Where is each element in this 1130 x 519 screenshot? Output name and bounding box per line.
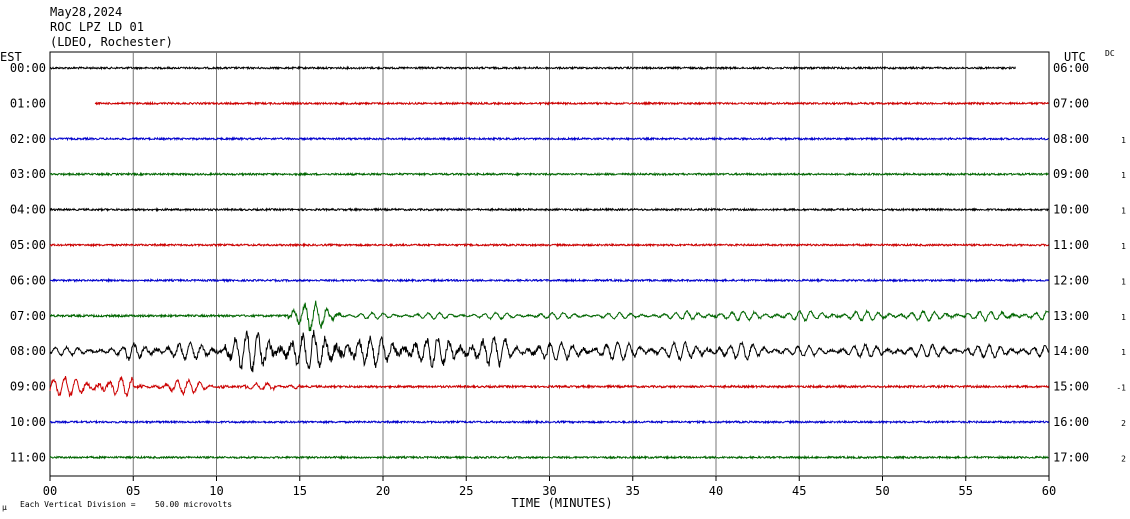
- trace-group: [49, 65, 1049, 461]
- utc-row-label: 07:00: [1053, 96, 1089, 110]
- est-row-label: 07:00: [10, 309, 46, 323]
- est-row-label: 02:00: [10, 132, 46, 146]
- trace-line: [49, 206, 1049, 213]
- utc-row-label: 06:00: [1053, 61, 1089, 75]
- x-tick-label: 20: [376, 484, 390, 498]
- row-labels: 00:00 06:00 01:00 07:00 02:00 08:00 1 03:00 09:0…: [10, 61, 1126, 464]
- est-row-label: 11:00: [10, 450, 46, 464]
- utc-row-label: 13:00: [1053, 309, 1089, 323]
- trace-line: [49, 65, 1016, 71]
- est-row-label: 01:00: [10, 96, 46, 110]
- dc-row-value: 1: [1121, 313, 1126, 322]
- trace-line: [49, 419, 1049, 425]
- x-tick-label: 15: [293, 484, 307, 498]
- trace-line: [49, 300, 1049, 332]
- est-axis-label: EST: [0, 50, 22, 64]
- x-tick-label: 50: [875, 484, 889, 498]
- x-tick-label: 05: [126, 484, 140, 498]
- trace-line: [49, 329, 1049, 373]
- header-date: May28,2024: [50, 5, 122, 19]
- x-tick-label: 35: [626, 484, 640, 498]
- utc-row-label: 09:00: [1053, 167, 1089, 181]
- x-axis-label: TIME (MINUTES): [511, 496, 612, 510]
- footer-mark: µ: [2, 503, 7, 512]
- utc-row-label: 16:00: [1053, 415, 1089, 429]
- est-row-label: 06:00: [10, 273, 46, 287]
- trace-line: [49, 375, 1049, 398]
- x-tick-label: 10: [209, 484, 223, 498]
- dc-row-value: 1: [1121, 348, 1126, 357]
- utc-row-label: 11:00: [1053, 238, 1089, 252]
- trace-line: [49, 171, 1049, 177]
- trace-line: [49, 277, 1049, 284]
- x-tick-label: 25: [459, 484, 473, 498]
- footer-division-value: 50.00 microvolts: [155, 500, 232, 509]
- est-row-label: 10:00: [10, 415, 46, 429]
- footer-note: Each Vertical Division =: [20, 500, 136, 509]
- trace-line: [49, 454, 1049, 461]
- dc-row-value: 2: [1121, 454, 1126, 463]
- utc-row-label: 17:00: [1053, 450, 1089, 464]
- dc-row-value: 1: [1121, 171, 1126, 180]
- grid-lines: [132, 52, 967, 476]
- dc-row-value: 1: [1121, 207, 1126, 216]
- x-tick-label: 00: [43, 484, 57, 498]
- utc-axis-label: UTC: [1064, 50, 1086, 64]
- utc-row-label: 10:00: [1053, 203, 1089, 217]
- x-tick-label: 60: [1042, 484, 1056, 498]
- est-row-label: 09:00: [10, 380, 46, 394]
- utc-row-label: 15:00: [1053, 380, 1089, 394]
- utc-row-label: 08:00: [1053, 132, 1089, 146]
- est-row-label: 04:00: [10, 203, 46, 217]
- dc-row-value: 2: [1121, 419, 1126, 428]
- dc-row-value: 1: [1121, 277, 1126, 286]
- est-row-label: 03:00: [10, 167, 46, 181]
- header-network: (LDEO, Rochester): [50, 35, 173, 49]
- est-row-label: 00:00: [10, 61, 46, 75]
- trace-line: [49, 242, 1049, 248]
- dc-row-value: 1: [1121, 242, 1126, 251]
- x-tick-label: 45: [792, 484, 806, 498]
- x-tick-label: 30: [542, 484, 556, 498]
- x-tick-label: 40: [709, 484, 723, 498]
- x-axis: 00 05 10 15 20 25 30 35 40 45 50 55 60: [43, 476, 1056, 498]
- est-row-label: 08:00: [10, 344, 46, 358]
- dc-label: DC: [1105, 49, 1115, 58]
- dc-row-value: 1: [1121, 136, 1126, 145]
- header-station: ROC LPZ LD 01: [50, 20, 144, 34]
- est-row-label: 05:00: [10, 238, 46, 252]
- x-tick-label: 55: [959, 484, 973, 498]
- utc-row-label: 12:00: [1053, 273, 1089, 287]
- trace-line: [49, 136, 1049, 142]
- trace-line: [94, 100, 1049, 107]
- dc-row-value: -1: [1116, 384, 1126, 393]
- utc-row-label: 14:00: [1053, 344, 1089, 358]
